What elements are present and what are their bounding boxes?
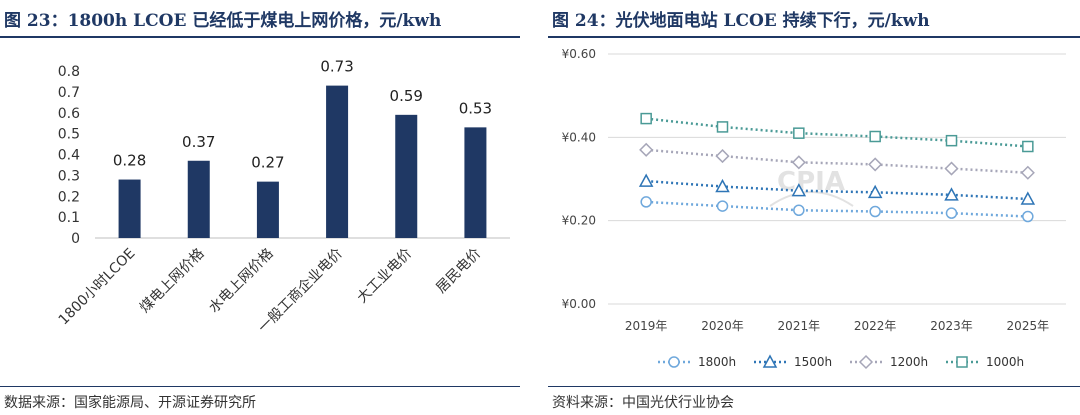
left-source: 数据来源：国家能源局、开源证券研究所 bbox=[4, 395, 256, 411]
x-tick-label: 2022年 bbox=[854, 319, 897, 333]
data-label: 0.27 bbox=[251, 154, 284, 172]
data-point bbox=[640, 112, 652, 125]
data-point bbox=[869, 130, 881, 143]
left-figure: 图 23：1800h LCOE 已经低于煤电上网价格，元/kwh 0 0.1 0.2… bbox=[0, 0, 520, 415]
bar bbox=[326, 85, 349, 238]
series-line bbox=[646, 179, 1028, 201]
legend-item: 1000h bbox=[946, 355, 1024, 369]
x-tick-label: 1800小时LCOE bbox=[56, 246, 139, 329]
data-label: 0.28 bbox=[113, 152, 146, 170]
legend-item: 1800h bbox=[658, 355, 736, 369]
data-point bbox=[715, 178, 730, 193]
data-point bbox=[944, 161, 959, 176]
y-tick-label: 0 bbox=[71, 231, 80, 247]
left-bar-chart: 00.10.20.30.40.50.60.70.80.281800小时LCOE0… bbox=[56, 58, 510, 336]
legend-label: 1500h bbox=[794, 355, 832, 369]
data-point bbox=[869, 205, 881, 218]
x-tick-label: 2020年 bbox=[701, 319, 744, 333]
series-line bbox=[646, 117, 1028, 148]
series-1200h bbox=[639, 142, 1035, 180]
data-point bbox=[762, 354, 778, 368]
data-point bbox=[793, 204, 805, 216]
data-point bbox=[945, 134, 958, 147]
data-point bbox=[791, 155, 806, 170]
data-label: 0.59 bbox=[390, 87, 423, 105]
data-point bbox=[640, 196, 652, 208]
x-tick-label: 2019年 bbox=[625, 319, 668, 333]
data-point bbox=[868, 157, 883, 172]
left-top-rule bbox=[0, 36, 520, 38]
data-point bbox=[716, 121, 729, 133]
y-tick-label: 0.1 bbox=[58, 210, 80, 226]
y-tick-label: ¥0.60 bbox=[562, 47, 596, 61]
data-label: 0.73 bbox=[320, 58, 353, 76]
right-line-chart: ¥0.00 ¥0.20 ¥0.40 ¥0.60 2019年 2020年 2021年 2022年… bbox=[562, 47, 1066, 370]
data-point bbox=[715, 149, 730, 164]
x-tick-label: 水电上网价格 bbox=[206, 246, 277, 317]
data-point bbox=[793, 127, 805, 139]
data-point bbox=[956, 356, 968, 368]
x-tick-label: 大工业电价 bbox=[354, 246, 415, 307]
data-point bbox=[945, 207, 958, 219]
data-point bbox=[867, 184, 883, 199]
legend-item: 1200h bbox=[850, 354, 928, 370]
series-line bbox=[646, 200, 1028, 218]
right-top-rule bbox=[548, 36, 1080, 38]
series-1000h bbox=[640, 112, 1034, 153]
y-tick-label: 0.5 bbox=[58, 127, 80, 143]
left-figure-title: 图 23：1800h LCOE 已经低于煤电上网价格，元/kwh bbox=[4, 11, 442, 31]
x-tick-label: 居民电价 bbox=[433, 246, 484, 297]
cpia-watermark: CPIA bbox=[769, 167, 854, 207]
series-1500h bbox=[638, 173, 1036, 205]
legend-item: 1500h bbox=[754, 354, 832, 369]
right-bottom-rule bbox=[548, 386, 1080, 387]
data-point bbox=[1022, 140, 1034, 153]
legend: 1800h 1500h 1200h 1000h bbox=[658, 354, 1024, 370]
data-point bbox=[1022, 210, 1034, 223]
series-line bbox=[646, 148, 1028, 174]
x-tick-label: 2025年 bbox=[1007, 319, 1050, 333]
data-point bbox=[791, 183, 807, 197]
left-bottom-rule bbox=[0, 386, 520, 387]
y-tick-label: 0.7 bbox=[58, 85, 80, 101]
bar bbox=[187, 160, 210, 238]
data-point bbox=[944, 187, 959, 201]
bar bbox=[464, 127, 487, 238]
right-figure: 图 24：光伏地面电站 LCOE 持续下行，元/kwh ¥0.00 ¥0.20 ¥0… bbox=[548, 0, 1080, 415]
x-tick-label: 2023年 bbox=[930, 319, 973, 333]
bar bbox=[118, 179, 141, 238]
y-tick-label: 0.4 bbox=[58, 148, 80, 164]
y-tick-label: ¥0.40 bbox=[562, 130, 596, 144]
y-tick-label: ¥0.00 bbox=[562, 297, 596, 311]
y-tick-label: 0.6 bbox=[58, 106, 80, 122]
data-label: 0.53 bbox=[459, 99, 492, 117]
bar bbox=[395, 114, 418, 238]
right-source: 资料来源：中国光伏行业协会 bbox=[552, 395, 734, 411]
bar bbox=[256, 181, 279, 238]
data-point bbox=[716, 200, 729, 212]
y-axis: 0 0.1 0.2 0.3 0.4 0.5 0.6 0.7 0.8 bbox=[58, 64, 80, 247]
data-label: 0.37 bbox=[182, 133, 215, 151]
series-1800h bbox=[640, 196, 1034, 223]
legend-label: 1200h bbox=[890, 355, 928, 369]
data-point bbox=[1020, 191, 1036, 205]
y-tick-label: 0.2 bbox=[58, 189, 80, 205]
right-figure-title: 图 24：光伏地面电站 LCOE 持续下行，元/kwh bbox=[552, 11, 930, 31]
data-point bbox=[639, 142, 654, 157]
data-point bbox=[638, 173, 654, 187]
y-tick-label: 0.8 bbox=[58, 64, 80, 80]
x-tick-label: 2021年 bbox=[778, 319, 821, 333]
y-tick-label: ¥0.20 bbox=[562, 214, 596, 228]
data-point bbox=[1020, 165, 1035, 180]
data-point bbox=[668, 356, 680, 368]
legend-label: 1800h bbox=[698, 355, 736, 369]
data-point bbox=[858, 354, 874, 370]
y-tick-label: 0.3 bbox=[58, 168, 80, 184]
legend-label: 1000h bbox=[986, 355, 1024, 369]
x-tick-label: 煤电上网价格 bbox=[137, 246, 208, 317]
